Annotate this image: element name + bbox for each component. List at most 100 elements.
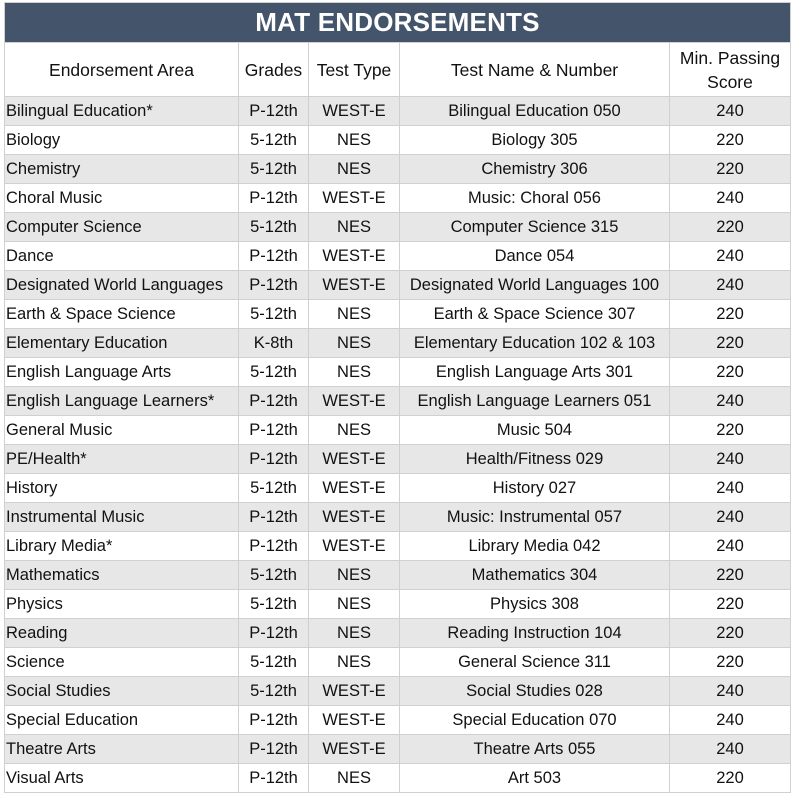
table-body: Bilingual Education* P-12th WEST-E Bilingua… — [4, 96, 791, 793]
cell-endorsement-area: Special Education — [4, 705, 239, 735]
cell-min-passing-score: 220 — [669, 357, 791, 387]
cell-test-type: NES — [308, 647, 400, 677]
header-min-passing-score: Min. Passing Score — [669, 42, 791, 97]
cell-test-name: Biology 305 — [399, 125, 670, 155]
cell-test-name: General Science 311 — [399, 647, 670, 677]
cell-min-passing-score: 220 — [669, 415, 791, 445]
cell-test-type: WEST-E — [308, 183, 400, 213]
cell-min-passing-score: 220 — [669, 589, 791, 619]
cell-grades: P-12th — [238, 705, 309, 735]
endorsements-table-wrapper: MAT ENDORSEMENTS Endorsement Area Grades… — [4, 2, 791, 793]
cell-endorsement-area: Library Media* — [4, 531, 239, 561]
cell-endorsement-area: Reading — [4, 618, 239, 648]
cell-test-type: NES — [308, 560, 400, 590]
cell-test-type: WEST-E — [308, 444, 400, 474]
cell-min-passing-score: 240 — [669, 241, 791, 271]
cell-test-type: WEST-E — [308, 473, 400, 503]
cell-test-type: WEST-E — [308, 502, 400, 532]
cell-test-type: NES — [308, 299, 400, 329]
table-row: Computer Science 5-12th NES Computer Scienc… — [4, 212, 791, 242]
cell-min-passing-score: 220 — [669, 763, 791, 793]
cell-test-type: NES — [308, 618, 400, 648]
table-row: Earth & Space Science 5-12th NES Earth & Sp… — [4, 299, 791, 329]
cell-test-type: NES — [308, 589, 400, 619]
cell-test-type: WEST-E — [308, 96, 400, 126]
cell-grades: P-12th — [238, 618, 309, 648]
table-row: History 5-12th WEST-E History 027 240 — [4, 473, 791, 503]
table-row: Dance P-12th WEST-E Dance 054 240 — [4, 241, 791, 271]
cell-min-passing-score: 240 — [669, 473, 791, 503]
cell-endorsement-area: Designated World Languages — [4, 270, 239, 300]
cell-test-name: Bilingual Education 050 — [399, 96, 670, 126]
cell-grades: P-12th — [238, 763, 309, 793]
cell-grades: 5-12th — [238, 589, 309, 619]
table-row: Theatre Arts P-12th WEST-E Theatre Arts 055… — [4, 734, 791, 764]
cell-grades: P-12th — [238, 183, 309, 213]
header-min-passing-line1: Min. Passing — [679, 47, 781, 68]
cell-test-type: WEST-E — [308, 386, 400, 416]
cell-min-passing-score: 240 — [669, 270, 791, 300]
table-title: MAT ENDORSEMENTS — [4, 2, 791, 43]
cell-grades: P-12th — [238, 531, 309, 561]
cell-endorsement-area: Physics — [4, 589, 239, 619]
cell-min-passing-score: 220 — [669, 212, 791, 242]
table-row: Physics 5-12th NES Physics 308 220 — [4, 589, 791, 619]
table-row: Library Media* P-12th WEST-E Library Media … — [4, 531, 791, 561]
table-row: Choral Music P-12th WEST-E Music: Choral 05… — [4, 183, 791, 213]
cell-min-passing-score: 240 — [669, 676, 791, 706]
header-endorsement-area: Endorsement Area — [4, 42, 239, 97]
cell-grades: P-12th — [238, 386, 309, 416]
cell-test-name: Art 503 — [399, 763, 670, 793]
cell-endorsement-area: Dance — [4, 241, 239, 271]
cell-grades: 5-12th — [238, 212, 309, 242]
cell-test-name: Reading Instruction 104 — [399, 618, 670, 648]
cell-endorsement-area: Mathematics — [4, 560, 239, 590]
cell-min-passing-score: 240 — [669, 705, 791, 735]
cell-grades: P-12th — [238, 270, 309, 300]
header-test-type: Test Type — [308, 42, 400, 97]
cell-endorsement-area: Theatre Arts — [4, 734, 239, 764]
cell-endorsement-area: Chemistry — [4, 154, 239, 184]
cell-test-name: Elementary Education 102 & 103 — [399, 328, 670, 358]
cell-test-name: Library Media 042 — [399, 531, 670, 561]
header-row: Endorsement Area Grades Test Type Test N… — [4, 42, 791, 97]
cell-min-passing-score: 220 — [669, 560, 791, 590]
cell-test-type: WEST-E — [308, 270, 400, 300]
cell-test-type: WEST-E — [308, 676, 400, 706]
cell-min-passing-score: 240 — [669, 502, 791, 532]
header-grades: Grades — [238, 42, 309, 97]
table-row: Elementary Education K-8th NES Elementary E… — [4, 328, 791, 358]
cell-endorsement-area: Instrumental Music — [4, 502, 239, 532]
header-test-name: Test Name & Number — [399, 42, 670, 97]
cell-test-type: NES — [308, 154, 400, 184]
cell-min-passing-score: 240 — [669, 444, 791, 474]
cell-endorsement-area: PE/Health* — [4, 444, 239, 474]
cell-grades: P-12th — [238, 734, 309, 764]
cell-min-passing-score: 220 — [669, 618, 791, 648]
cell-test-name: Physics 308 — [399, 589, 670, 619]
cell-min-passing-score: 240 — [669, 96, 791, 126]
cell-test-type: WEST-E — [308, 531, 400, 561]
cell-grades: P-12th — [238, 444, 309, 474]
cell-min-passing-score: 240 — [669, 183, 791, 213]
table-row: Science 5-12th NES General Science 311 220 — [4, 647, 791, 677]
table-row: Reading P-12th NES Reading Instruction 104 2… — [4, 618, 791, 648]
cell-test-name: Theatre Arts 055 — [399, 734, 670, 764]
cell-endorsement-area: History — [4, 473, 239, 503]
table-row: Mathematics 5-12th NES Mathematics 304 220 — [4, 560, 791, 590]
cell-min-passing-score: 240 — [669, 734, 791, 764]
cell-test-name: Earth & Space Science 307 — [399, 299, 670, 329]
table-row: Designated World Languages P-12th WEST-E De… — [4, 270, 791, 300]
cell-test-type: NES — [308, 763, 400, 793]
cell-test-name: Music: Instrumental 057 — [399, 502, 670, 532]
cell-test-type: WEST-E — [308, 241, 400, 271]
cell-min-passing-score: 240 — [669, 531, 791, 561]
cell-grades: P-12th — [238, 502, 309, 532]
table-row: Bilingual Education* P-12th WEST-E Bilingua… — [4, 96, 791, 126]
cell-grades: P-12th — [238, 241, 309, 271]
cell-grades: 5-12th — [238, 473, 309, 503]
cell-test-name: Computer Science 315 — [399, 212, 670, 242]
cell-grades: 5-12th — [238, 299, 309, 329]
table-row: Instrumental Music P-12th WEST-E Music: Ins… — [4, 502, 791, 532]
table-row: Social Studies 5-12th WEST-E Social Studies… — [4, 676, 791, 706]
